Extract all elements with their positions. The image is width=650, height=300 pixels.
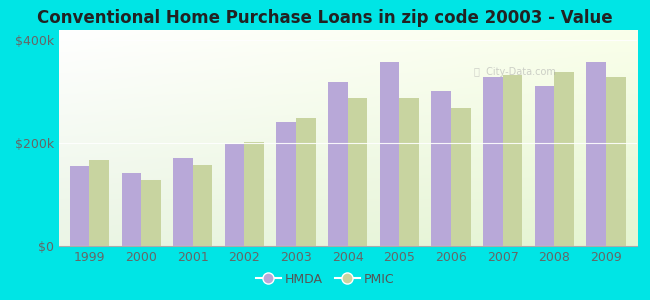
Bar: [122, 173, 141, 246]
Bar: [483, 77, 502, 246]
Bar: [399, 98, 419, 246]
Bar: [535, 85, 554, 246]
Bar: [328, 82, 348, 246]
Bar: [276, 122, 296, 246]
Bar: [90, 160, 109, 246]
Text: ⓘ  City-Data.com: ⓘ City-Data.com: [474, 67, 556, 77]
Bar: [432, 91, 451, 246]
Text: Conventional Home Purchase Loans in zip code 20003 - Value: Conventional Home Purchase Loans in zip …: [37, 9, 613, 27]
Bar: [606, 77, 626, 246]
Bar: [502, 75, 523, 246]
Bar: [451, 108, 471, 246]
Bar: [173, 158, 193, 246]
Bar: [380, 62, 399, 246]
Bar: [348, 98, 367, 246]
Bar: [554, 72, 574, 246]
Bar: [70, 166, 90, 246]
Bar: [193, 165, 213, 246]
Bar: [586, 62, 606, 246]
Bar: [141, 180, 161, 246]
Bar: [296, 118, 316, 246]
Legend: HMDA, PMIC: HMDA, PMIC: [251, 268, 399, 291]
Bar: [225, 144, 244, 246]
Bar: [244, 142, 264, 246]
